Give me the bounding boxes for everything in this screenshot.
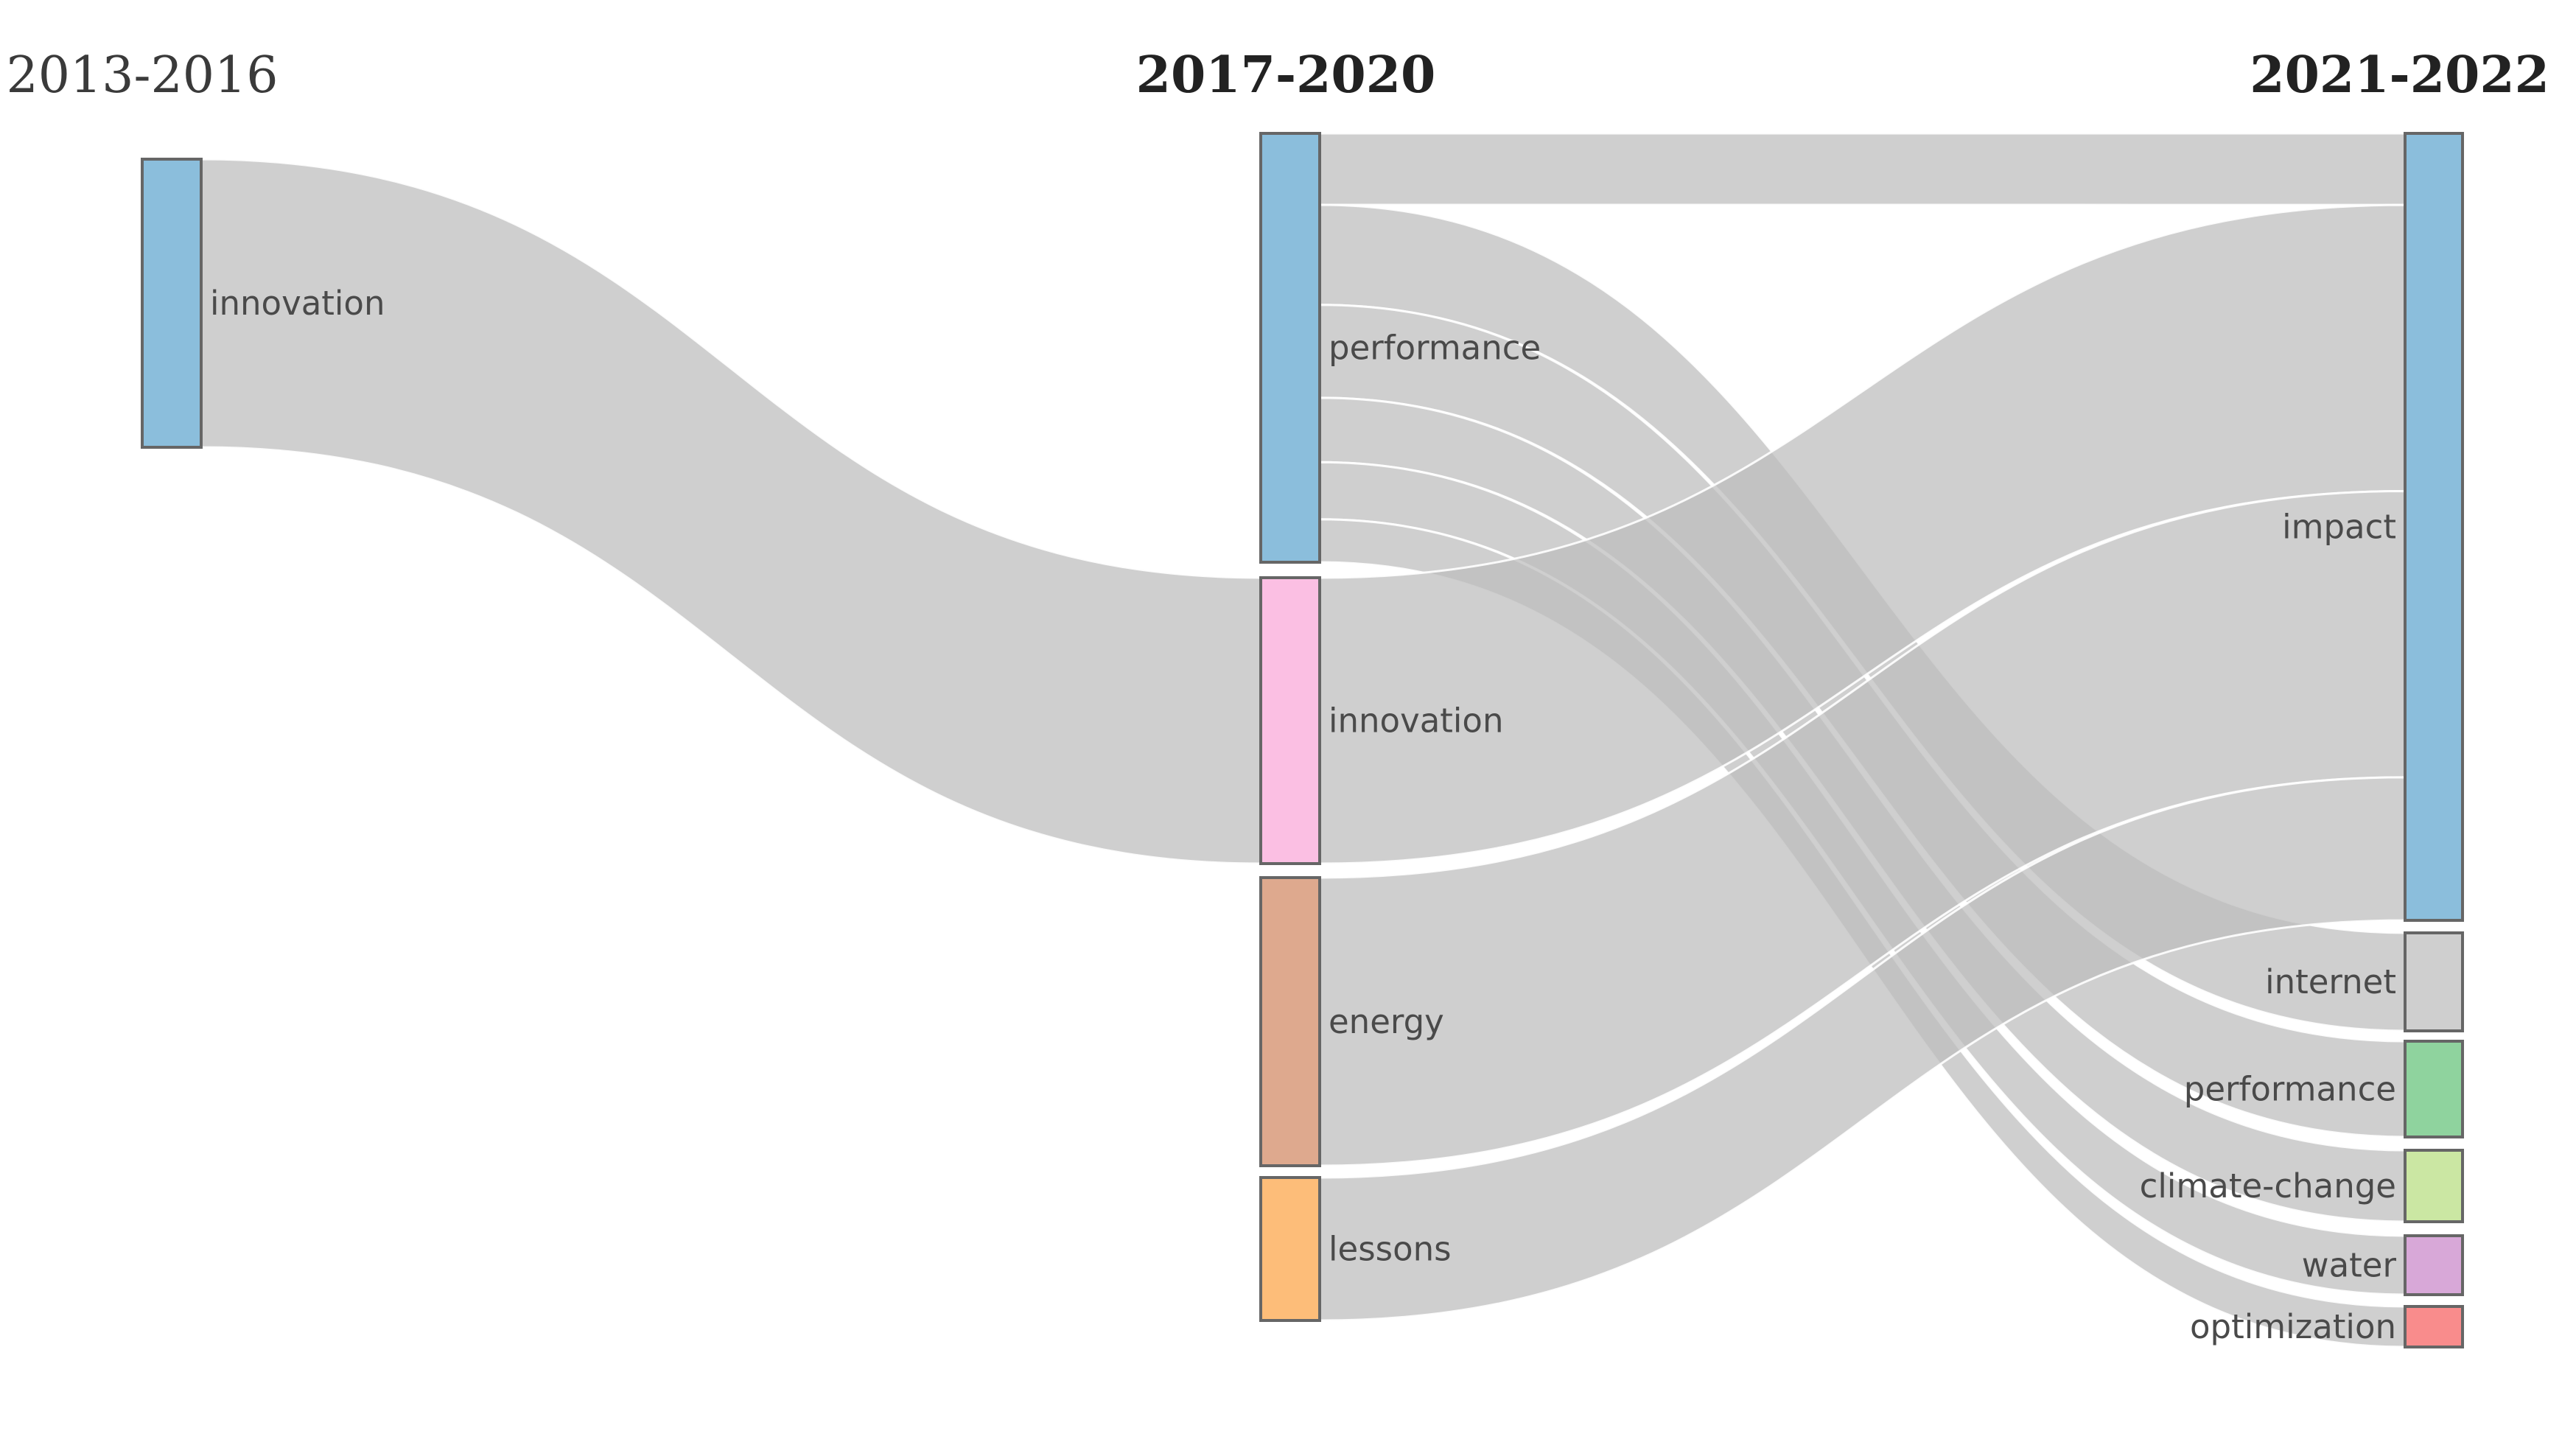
- node-label-energy: energy: [1329, 1002, 1444, 1041]
- node-c-water[interactable]: [2404, 1234, 2464, 1296]
- node-label-water: water: [2302, 1246, 2397, 1285]
- node-c-climate[interactable]: [2404, 1149, 2464, 1223]
- column-title-2013-2016: 2013-2016: [6, 46, 278, 105]
- node-label-performance: performance: [1329, 329, 1541, 368]
- node-labels: innovation performance innovation energy les…: [210, 284, 2396, 1346]
- flow-a-innovation-to-b-innovation[interactable]: [200, 158, 1262, 865]
- flow-b-performance-to-c-impact[interactable]: [1318, 132, 2407, 206]
- column-titles: 2013-2016 2017-2020 2021-2022: [6, 46, 2549, 105]
- node-c-performance[interactable]: [2404, 1040, 2464, 1138]
- node-c-optimization[interactable]: [2404, 1305, 2464, 1348]
- node-c-impact[interactable]: [2404, 132, 2464, 922]
- node-label-climate-change: climate-change: [2140, 1166, 2396, 1206]
- node-b-innovation[interactable]: [1259, 576, 1321, 865]
- node-label-performance: performance: [2184, 1070, 2396, 1109]
- column-title-2021-2022: 2021-2022: [2250, 46, 2549, 105]
- node-b-performance[interactable]: [1259, 132, 1321, 564]
- node-label-impact: impact: [2282, 508, 2396, 547]
- node-label-internet: internet: [2265, 962, 2396, 1001]
- node-b-lessons[interactable]: [1259, 1176, 1321, 1322]
- flow-links: [200, 132, 2407, 1348]
- node-c-internet[interactable]: [2404, 931, 2464, 1032]
- node-label-lessons: lessons: [1329, 1230, 1452, 1269]
- node-label-innovation: innovation: [210, 284, 385, 323]
- nodes: [141, 132, 2464, 1348]
- node-label-optimization: optimization: [2190, 1307, 2396, 1346]
- node-b-energy[interactable]: [1259, 876, 1321, 1167]
- node-a-innovation[interactable]: [141, 158, 203, 449]
- node-label-innovation: innovation: [1329, 701, 1503, 741]
- column-title-2017-2020: 2017-2020: [1136, 46, 1436, 105]
